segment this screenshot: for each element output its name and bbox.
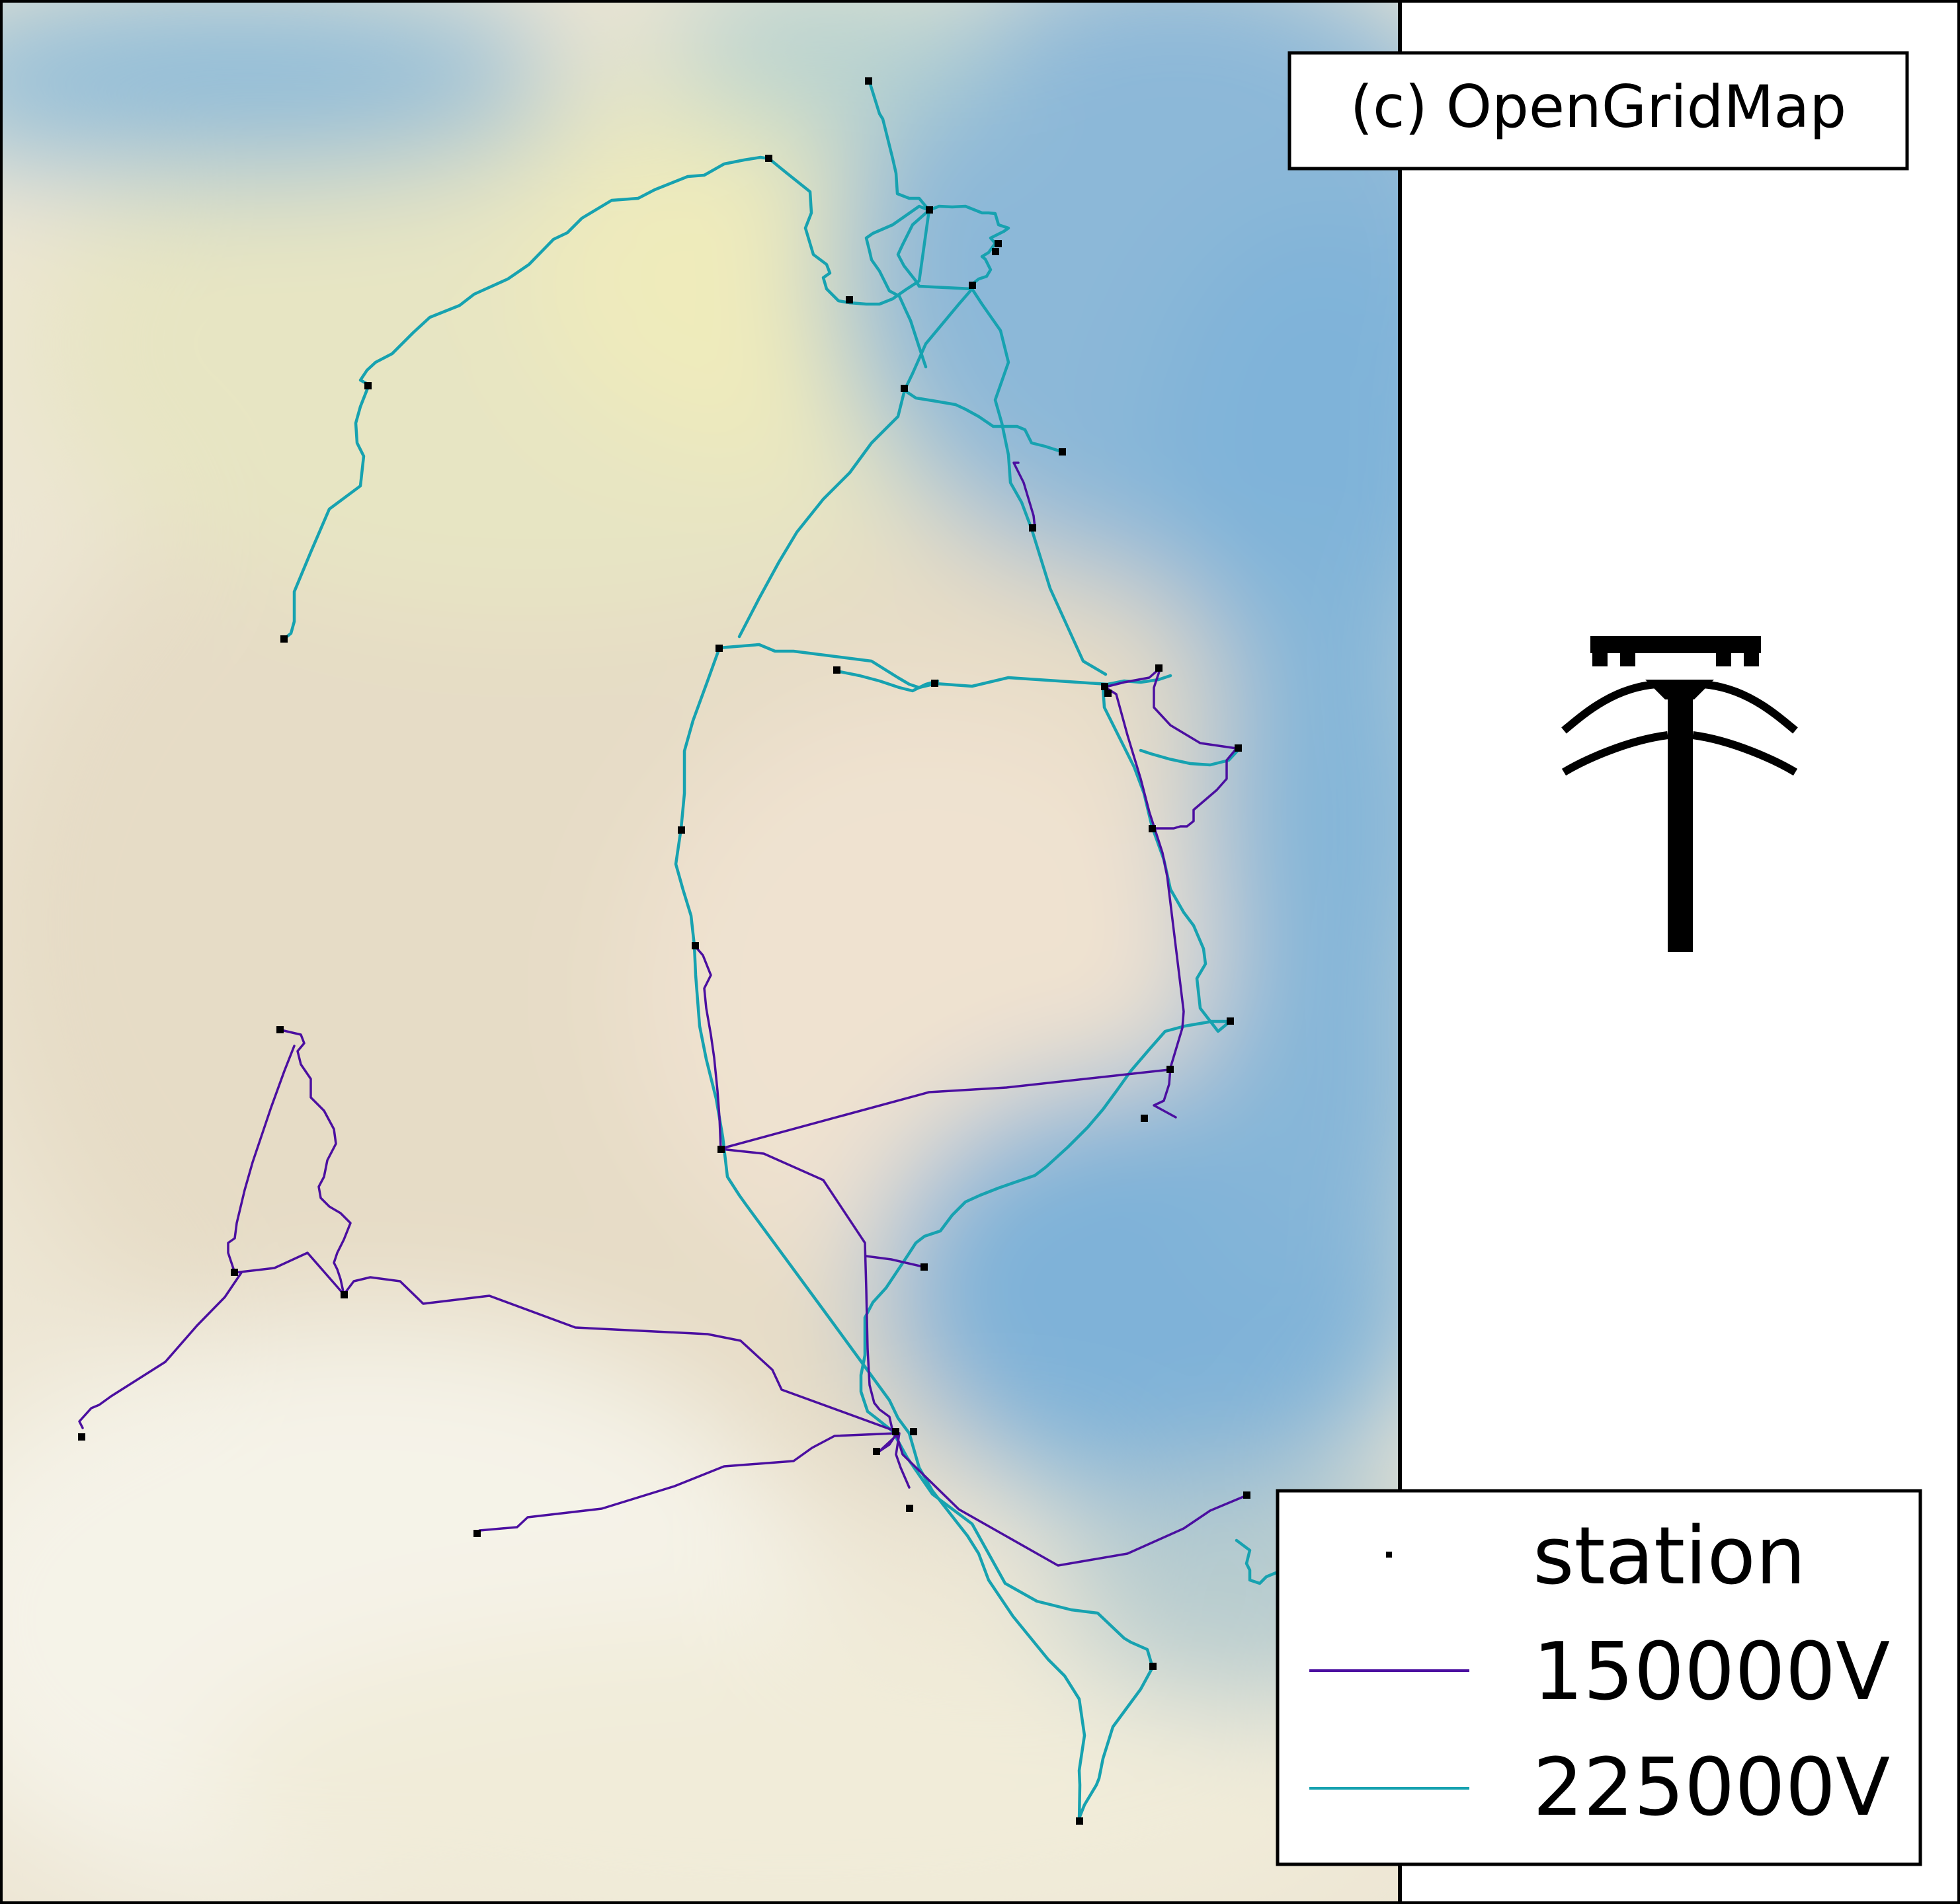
station-marker xyxy=(1141,1115,1148,1122)
station-marker xyxy=(1101,683,1108,690)
station-marker xyxy=(1029,524,1036,532)
station-marker xyxy=(833,666,840,674)
line-150kv xyxy=(280,1029,352,1296)
power-pylon-icon xyxy=(1561,636,1798,952)
station-marker xyxy=(1076,1817,1083,1825)
line-150kv xyxy=(719,1148,894,1433)
line-225kv xyxy=(674,646,1086,1823)
line-225kv xyxy=(1235,1538,1280,1585)
station-marker xyxy=(765,155,772,162)
station-marker xyxy=(341,1291,348,1298)
station-marker xyxy=(78,1433,85,1441)
legend-label-150kv: 150000V xyxy=(1533,1626,1890,1718)
line-225kv xyxy=(737,287,974,639)
station-marker xyxy=(364,382,372,389)
station-marker xyxy=(1149,1663,1157,1670)
credit-frame xyxy=(1287,51,1909,171)
station-marker xyxy=(692,942,699,949)
basemap xyxy=(1,1,1398,1903)
line-150kv xyxy=(227,1045,296,1274)
line-150kv xyxy=(693,944,722,1150)
station-marker xyxy=(873,1448,880,1455)
station-marker xyxy=(1227,1017,1234,1025)
station-marker xyxy=(1235,744,1242,752)
credit-text: (c) OpenGridMap xyxy=(1350,73,1846,141)
line-225kv xyxy=(970,287,1108,676)
line-225kv xyxy=(848,204,1010,306)
station-marker xyxy=(1059,448,1066,456)
station-marker xyxy=(846,296,853,303)
station-marker xyxy=(910,1428,917,1435)
station-marker xyxy=(906,1505,913,1512)
legend: station 150000V 225000V xyxy=(1276,1489,1922,1866)
lines-150kv xyxy=(78,461,1248,1567)
line-150kv xyxy=(233,1251,897,1433)
line-150kv xyxy=(718,1068,1170,1150)
station-marker xyxy=(1166,1066,1174,1073)
line-150kv xyxy=(895,1432,911,1489)
line-150kv xyxy=(865,1255,927,1269)
station-marker xyxy=(892,1428,899,1435)
station-marker xyxy=(1155,664,1163,672)
line-225kv xyxy=(864,204,931,369)
stations xyxy=(78,77,1250,1825)
line-225kv xyxy=(868,80,974,291)
station-marker xyxy=(1243,1491,1250,1499)
station-marker xyxy=(901,385,908,392)
station-marker xyxy=(231,1269,238,1276)
station-marker xyxy=(865,77,872,85)
station-marker xyxy=(1149,825,1156,832)
line-150kv xyxy=(1012,461,1036,529)
credit-box: (c) OpenGridMap xyxy=(1287,51,1909,171)
station-marker xyxy=(280,635,288,643)
station-marker xyxy=(995,240,1002,247)
line-150kv xyxy=(895,1432,1248,1567)
station-marker xyxy=(920,1263,928,1271)
station-marker xyxy=(992,248,999,255)
station-marker xyxy=(717,1146,725,1153)
station-marker xyxy=(678,826,685,834)
line-150kv xyxy=(475,1432,897,1535)
line-225kv xyxy=(1139,748,1240,767)
line-225kv xyxy=(282,155,852,641)
station-marker xyxy=(1104,690,1112,697)
line-225kv xyxy=(891,1429,1155,1820)
station-marker xyxy=(969,282,976,289)
station-marker xyxy=(715,645,723,652)
station-marker xyxy=(473,1530,481,1537)
legend-frame xyxy=(1276,1489,1922,1866)
legend-station-marker xyxy=(1386,1552,1392,1558)
line-150kv xyxy=(878,1430,899,1452)
legend-label-station: station xyxy=(1533,1511,1806,1603)
station-marker xyxy=(276,1026,284,1033)
lines-225kv xyxy=(282,80,1280,1823)
line-150kv xyxy=(1104,686,1185,1119)
line-150kv xyxy=(78,1271,243,1429)
legend-label-225kv: 225000V xyxy=(1533,1742,1890,1834)
line-225kv xyxy=(835,669,940,693)
station-marker xyxy=(931,680,938,687)
line-225kv xyxy=(902,388,1065,454)
station-marker xyxy=(926,206,933,214)
